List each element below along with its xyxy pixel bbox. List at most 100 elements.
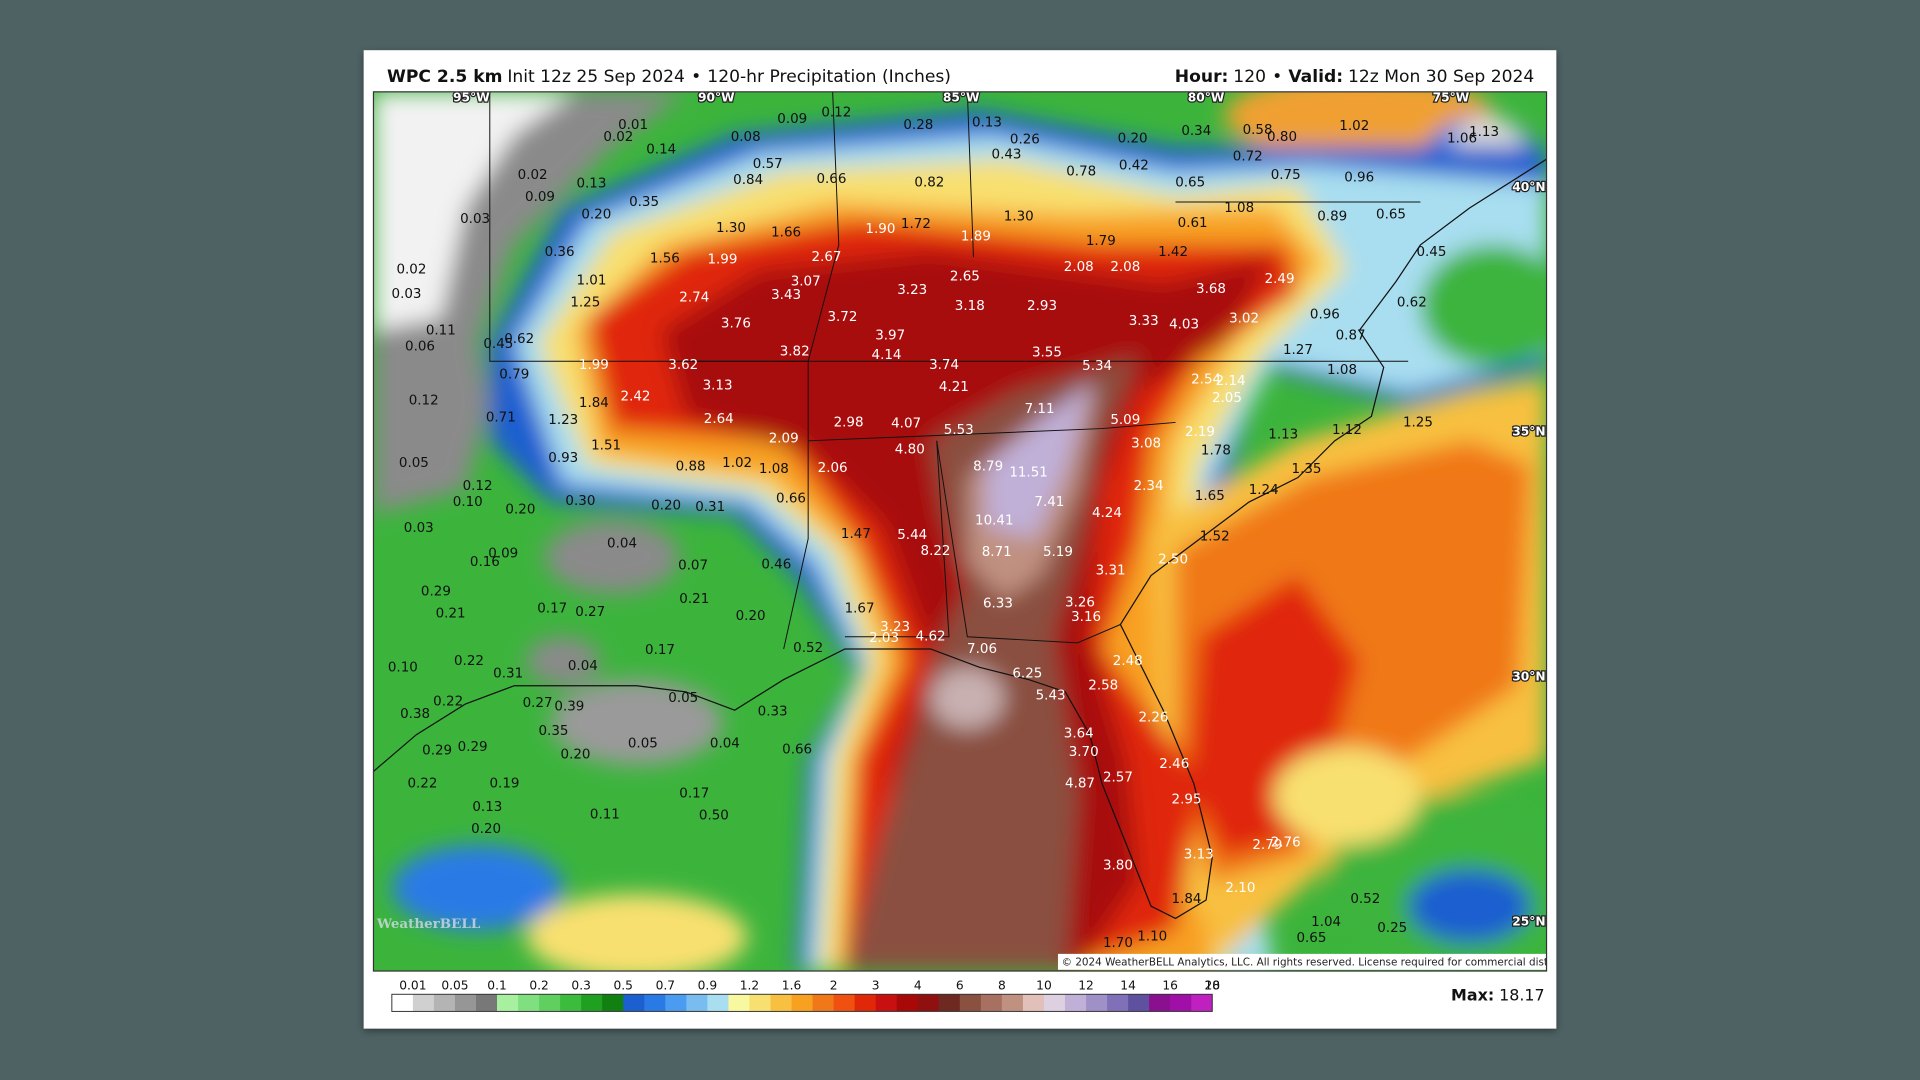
precip-value: 0.10: [388, 660, 418, 675]
precip-value: 0.04: [710, 736, 740, 751]
latitude-label: 30°N: [1512, 670, 1545, 684]
precip-value: 1.02: [722, 456, 752, 471]
precip-value: 0.17: [537, 602, 567, 617]
legend-swatch: [644, 994, 666, 1012]
legend-swatch: [1149, 994, 1171, 1012]
precip-value: 2.67: [812, 250, 842, 265]
precip-value: 5.43: [1036, 689, 1066, 704]
precip-value: 3.23: [897, 283, 927, 298]
legend-level: 4: [914, 978, 922, 992]
precip-value: 1.42: [1158, 245, 1188, 260]
precip-value: 0.29: [458, 740, 488, 755]
precip-value: 1.27: [1283, 343, 1313, 358]
legend-swatch: [1086, 994, 1108, 1012]
product: 120-hr Precipitation (Inches): [707, 67, 951, 87]
separator: •: [1272, 67, 1282, 87]
precip-value: 7.41: [1034, 495, 1064, 510]
precip-value: 0.31: [493, 666, 523, 681]
precip-value: 0.11: [590, 807, 620, 822]
precip-value: 2.42: [621, 390, 651, 405]
precip-value: 1.13: [1268, 428, 1298, 443]
precip-value: 1.99: [579, 358, 609, 373]
precip-value: 0.17: [645, 643, 675, 658]
legend-swatch: [875, 994, 898, 1012]
precip-value: 0.30: [565, 494, 595, 509]
graticule-labels: 95°W 90°W 85°W 80°W 75°W 40°N 35°N 30°N 25°N: [452, 90, 1547, 930]
map: 0.010.020.140.080.09 0.120.28 0.130.260.43…: [373, 90, 1547, 972]
precip-value: 0.20: [505, 502, 535, 517]
precip-value: 4.14: [872, 348, 902, 363]
precip-value: 3.82: [780, 344, 810, 359]
precip-value: 1.02: [1339, 119, 1369, 134]
precip-value: 0.65: [1296, 931, 1326, 946]
precip-value: 0.29: [422, 744, 452, 759]
map-frame: [372, 91, 1548, 972]
precip-value: 0.09: [488, 546, 518, 561]
precip-value: 0.22: [407, 777, 437, 792]
precip-value: 3.43: [771, 288, 801, 303]
logo: WeatherBELL: [376, 916, 481, 932]
header-right: Hour: 120 • Valid: 12z Mon 30 Sep 2024: [1175, 67, 1534, 87]
legend-swatch: [749, 994, 771, 1012]
precip-value: 3.76: [721, 316, 751, 331]
precip-value: 2.08: [1110, 260, 1140, 275]
precip-value: 4.21: [939, 380, 969, 395]
precip-value: 1.90: [865, 222, 895, 237]
legend-swatch: [602, 994, 624, 1012]
precip-value: 2.10: [1225, 881, 1255, 896]
precip-value: 2.57: [1103, 771, 1133, 786]
legend-swatch: [412, 994, 435, 1012]
precip-value: 0.13: [972, 115, 1002, 130]
precip-value: 0.34: [1181, 124, 1211, 139]
precip-value: 0.52: [1350, 892, 1380, 907]
precip-value: 0.26: [1010, 133, 1040, 148]
precip-value: 1.99: [707, 253, 737, 268]
precip-value: 0.27: [575, 605, 605, 620]
precip-value: 1.08: [1224, 201, 1254, 216]
precip-value: 3.72: [827, 310, 857, 325]
legend-swatch: [1064, 994, 1087, 1012]
max: Max: 18.17: [1451, 985, 1545, 1004]
precip-value: 0.66: [816, 172, 846, 187]
legend-swatch: [959, 994, 982, 1012]
precip-value: 3.07: [791, 275, 821, 290]
precip-value: 4.80: [895, 442, 925, 457]
precip-value: 2.54: [1191, 373, 1221, 388]
precip-value: 0.75: [1271, 168, 1301, 183]
precip-value: 1.89: [961, 229, 991, 244]
precip-value: 0.21: [436, 606, 466, 621]
precip-value: 0.02: [396, 262, 426, 277]
longitude-label: 80°W: [1188, 90, 1225, 104]
precip-value: 3.02: [1229, 311, 1259, 326]
precip-value: 1.84: [579, 396, 609, 411]
precip-value: 1.56: [650, 251, 680, 266]
legend-swatch: [812, 994, 834, 1012]
precip-value: 1.25: [1403, 415, 1433, 430]
precip-value: 0.33: [758, 704, 788, 719]
precip-value: 2.06: [818, 461, 848, 476]
separator: •: [691, 67, 701, 87]
precip-value: 0.89: [1317, 210, 1347, 225]
precip-value: 0.04: [607, 537, 637, 552]
longitude-label: 75°W: [1433, 90, 1470, 104]
precip-value: 1.84: [1172, 892, 1202, 907]
precip-value: 7.06: [967, 642, 997, 657]
legend-swatch: [391, 994, 414, 1012]
legend-level: 6: [956, 978, 964, 992]
precip-value: 3.68: [1196, 282, 1226, 297]
init: Init 12z 25 Sep 2024: [507, 67, 685, 87]
precip-value: 2.76: [1271, 835, 1301, 850]
legend-swatch: [1043, 994, 1066, 1012]
precip-value: 0.13: [576, 177, 606, 192]
legend-swatch: [454, 994, 477, 1012]
legend-swatch: [1191, 994, 1213, 1012]
precip-value: 0.02: [518, 168, 548, 183]
precip-value: 4.62: [916, 630, 946, 645]
longitude-label: 85°W: [943, 90, 980, 104]
valid-label: Valid:: [1288, 67, 1343, 87]
precip-value: 2.95: [1172, 793, 1202, 808]
precip-value: 10.41: [975, 513, 1014, 528]
precip-value: 0.93: [548, 451, 578, 466]
precip-value: 0.62: [504, 332, 534, 347]
precip-value: 8.71: [982, 545, 1012, 560]
